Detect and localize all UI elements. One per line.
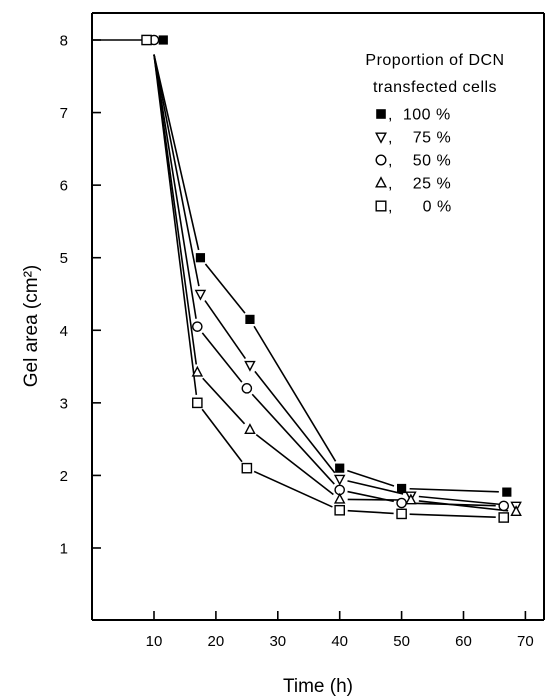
x-tick-label-40: 40 — [331, 633, 348, 650]
series-line-4-seg-1 — [201, 408, 243, 463]
data-point-3-2 — [333, 492, 346, 504]
data-point-2-5 — [498, 500, 510, 512]
legend-marker-3 — [375, 176, 387, 188]
y-tick-label-8: 8 — [60, 33, 68, 50]
legend-title-line-1: Proportion of DCN — [365, 52, 504, 69]
data-point-0-4 — [397, 483, 407, 494]
data-point-1-0 — [194, 289, 207, 301]
data-point-1-1 — [244, 360, 256, 372]
series-line-0-seg-4 — [409, 487, 499, 493]
y-tick-label-4: 4 — [60, 323, 68, 340]
series-line-3-seg-1 — [255, 433, 334, 496]
data-point-3-0 — [191, 365, 204, 377]
series-line-1-seg-3 — [418, 495, 509, 506]
series-line-0-seg-1 — [204, 263, 246, 314]
data-point-0-3 — [335, 463, 345, 473]
series-line-0-seg-3 — [347, 469, 395, 487]
plot-frame — [91, 12, 545, 621]
data-point-0-2 — [245, 314, 255, 324]
data-point-3-4 — [510, 505, 522, 517]
legend-label-0: , 100 % — [388, 107, 451, 124]
series-lines — [92, 39, 509, 519]
series-line-3-seg-2 — [347, 498, 403, 501]
series-markers — [141, 34, 522, 523]
data-point-2-4 — [396, 497, 407, 509]
x-tick-label-20: 20 — [208, 633, 225, 650]
series-line-3-seg-3 — [418, 500, 509, 512]
series-line-2-seg-1 — [201, 332, 243, 383]
data-point-1-2 — [333, 474, 346, 486]
legend-marker-0 — [376, 109, 386, 119]
series-line-2-start — [153, 54, 197, 319]
x-axis-title: Time (h) — [283, 676, 353, 697]
legend-label-2: , 50 % — [388, 153, 451, 170]
series-line-4-seg-3 — [347, 509, 394, 515]
data-point-4-4 — [396, 508, 407, 520]
legend-marker-1 — [375, 132, 387, 144]
series-line-3-seg-0 — [202, 377, 246, 425]
series-line-4-seg-4 — [409, 513, 496, 519]
series-line-2-seg-2 — [251, 393, 335, 485]
series-line-1-seg-2 — [347, 480, 404, 495]
y-tick-label-3: 3 — [60, 395, 68, 412]
data-point-4-2 — [241, 462, 253, 474]
x-axis: 10 20 30 40 50 60 70 — [146, 611, 534, 650]
data-point-2-2 — [241, 383, 253, 394]
legend-title-line-2: transfected cells — [373, 79, 497, 96]
legend-label-3: , 25 % — [388, 176, 451, 193]
series-line-4-start — [153, 54, 198, 396]
data-point-0-5 — [502, 487, 512, 497]
legend-label-1: , 75 % — [388, 130, 451, 147]
legend: Proportion of DCN transfected cells , 100 … — [365, 52, 504, 216]
legend-label-4: , 0 % — [388, 199, 452, 216]
series-line-1-start — [153, 54, 200, 287]
legend-marker-2 — [375, 154, 387, 166]
series-line-0-start — [153, 54, 200, 251]
data-point-0-1 — [195, 253, 206, 263]
data-point-4-5 — [498, 512, 510, 523]
x-tick-label-50: 50 — [393, 633, 410, 650]
data-point-4-0 — [141, 34, 152, 46]
legend-marker-4 — [375, 200, 387, 212]
y-tick-label-2: 2 — [60, 468, 68, 485]
series-line-4-seg-2 — [253, 470, 333, 508]
data-point-4-1 — [192, 397, 203, 409]
series-line-1-seg-0 — [204, 300, 247, 360]
x-tick-label-60: 60 — [455, 633, 472, 650]
data-point-3-3 — [405, 493, 417, 505]
x-tick-label-70: 70 — [517, 633, 534, 650]
y-axis: 1 2 3 4 5 6 7 8 — [60, 33, 101, 557]
y-tick-label-1: 1 — [60, 540, 68, 557]
y-tick-label-5: 5 — [60, 250, 68, 267]
series-line-0-seg-2 — [253, 325, 337, 462]
y-axis-title: Gel area (cm²) — [21, 265, 42, 387]
data-point-2-1 — [192, 321, 203, 332]
data-point-3-1 — [244, 423, 256, 435]
data-point-4-3 — [334, 504, 346, 516]
data-point-0-0 — [158, 35, 168, 45]
x-tick-label-30: 30 — [269, 633, 286, 650]
y-tick-label-7: 7 — [60, 105, 68, 122]
y-tick-label-6: 6 — [60, 178, 68, 195]
series-line-1-seg-1 — [254, 370, 336, 474]
x-tick-label-10: 10 — [146, 633, 163, 650]
